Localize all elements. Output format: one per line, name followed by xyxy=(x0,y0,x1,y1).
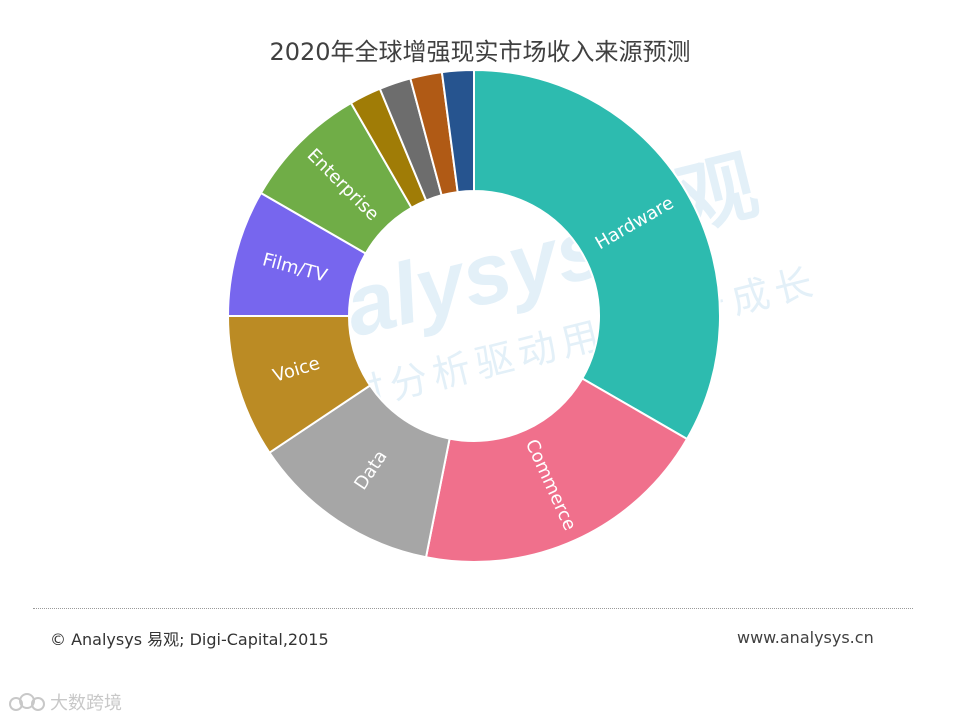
website-link[interactable]: www.analysys.cn xyxy=(737,628,874,647)
chart-title: 2020年全球增强现实市场收入来源预测 xyxy=(269,38,691,66)
donut-slice-hardware[interactable] xyxy=(473,68,721,441)
cloud-logo-icon xyxy=(9,693,45,711)
corner-logo-text: 大数跨境 xyxy=(50,693,122,714)
donut-slice-small-9[interactable] xyxy=(440,68,475,194)
source-note: © Analysys 易观; Digi-Capital,2015 xyxy=(50,630,329,649)
corner-logo: 大数跨境 xyxy=(8,690,122,714)
footer-divider xyxy=(33,608,913,609)
donut-slice-commerce[interactable] xyxy=(424,377,689,563)
